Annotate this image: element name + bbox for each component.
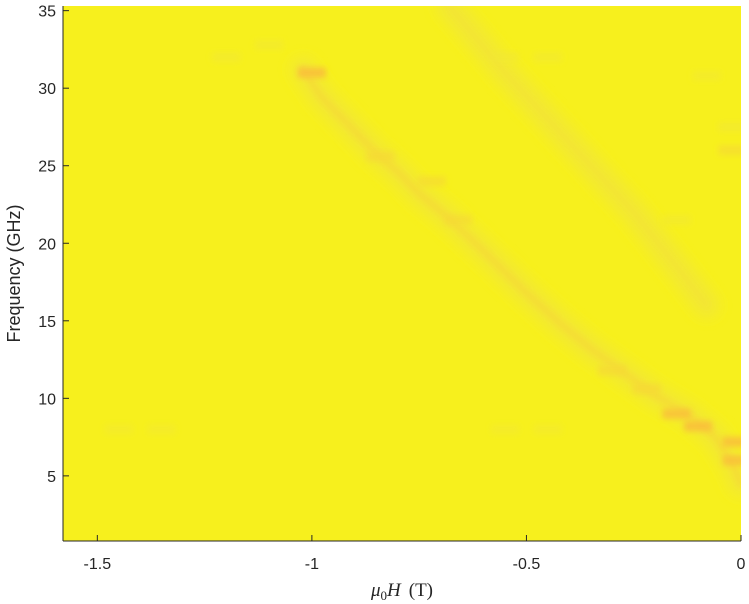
hotspot (533, 52, 562, 63)
x-axis-label-variable: H (386, 580, 402, 601)
hotspot (255, 39, 283, 50)
x-axis-ticks: -1.5 -1 -0.5 0 (84, 535, 746, 573)
y-tick-label: 10 (38, 391, 56, 408)
y-axis-ticks: 5 10 15 20 25 30 35 (38, 4, 69, 486)
hotspot (147, 424, 176, 435)
y-tick-label: 20 (38, 236, 56, 253)
x-axis-label-subscript: 0 (381, 588, 388, 603)
x-tick-label: -1.5 (84, 556, 112, 573)
y-tick-label: 5 (47, 469, 56, 486)
y-tick-label: 30 (38, 81, 56, 98)
y-tick-label: 25 (38, 159, 56, 176)
y-tick-label: 35 (38, 4, 56, 21)
hotspot (692, 70, 721, 81)
hotspot (684, 421, 713, 432)
hotspot (104, 424, 133, 435)
x-axis-label: μ0H (T) (370, 580, 433, 603)
hotspot (722, 455, 741, 466)
hotspot (212, 52, 241, 63)
hotspot (662, 215, 691, 225)
axes (62, 6, 741, 542)
hotspot (366, 151, 395, 162)
hotspot (491, 424, 519, 435)
x-tick-label: -1 (305, 556, 319, 573)
hotspot (718, 145, 741, 156)
hotspot (632, 384, 661, 394)
heatmap-background (63, 6, 741, 541)
hotspot (718, 122, 741, 132)
hotspot (722, 436, 741, 447)
x-tick-label: -0.5 (513, 556, 541, 573)
hotspot (418, 176, 446, 187)
x-tick-label: 0 (737, 556, 746, 573)
heatmap-data-layer (104, 6, 741, 497)
hotspot (533, 424, 562, 435)
y-axis-label: Frequency (GHz) (4, 204, 24, 342)
x-axis-label-mu: μ (370, 580, 381, 601)
y-tick-label: 15 (38, 314, 56, 331)
hotspot (598, 365, 627, 376)
hotspot (297, 67, 326, 78)
mode-core-2 (446, 6, 710, 308)
hotspot (662, 408, 691, 419)
x-axis-label-unit: (T) (409, 580, 433, 601)
hotspot (491, 52, 519, 63)
hotspot (443, 215, 472, 225)
